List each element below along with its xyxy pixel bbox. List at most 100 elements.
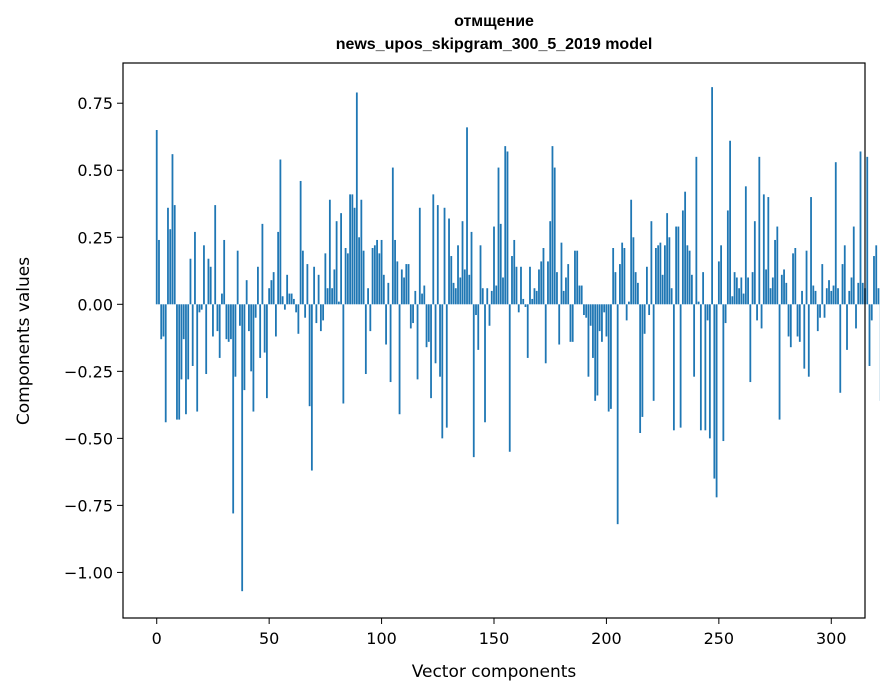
bar <box>250 304 253 372</box>
bar <box>472 304 475 458</box>
bar <box>706 304 709 321</box>
bar <box>416 304 419 380</box>
bar <box>459 277 462 305</box>
bar <box>268 288 271 305</box>
bar <box>747 277 749 305</box>
bar <box>369 304 372 332</box>
bar <box>731 296 734 305</box>
bar <box>346 253 349 305</box>
bar <box>158 239 160 305</box>
bar <box>297 304 300 334</box>
bar <box>767 197 770 305</box>
bar <box>331 288 334 305</box>
x-tick-label: 0 <box>152 629 162 648</box>
bar <box>693 304 696 377</box>
bar <box>295 304 298 313</box>
bar <box>169 229 172 305</box>
bar <box>430 304 432 399</box>
bar <box>695 156 698 305</box>
bar <box>733 272 736 305</box>
bar <box>787 304 790 337</box>
bar <box>475 304 477 316</box>
bar <box>612 248 615 305</box>
bar <box>412 304 414 324</box>
bar <box>450 256 453 305</box>
bar <box>632 237 635 305</box>
y-tick-label: 0.75 <box>77 94 113 113</box>
bar <box>628 301 630 305</box>
bar <box>535 290 538 305</box>
bar <box>529 266 531 305</box>
bar <box>234 304 237 377</box>
bar <box>227 304 230 342</box>
bar <box>547 261 549 305</box>
bar <box>286 274 289 305</box>
bar <box>194 231 196 305</box>
bar <box>225 304 228 340</box>
bar <box>630 199 633 305</box>
bar <box>353 207 356 305</box>
bar <box>578 285 581 305</box>
bar <box>160 304 163 340</box>
bar <box>594 304 597 401</box>
bar <box>855 304 857 329</box>
bar <box>722 304 725 442</box>
bar <box>497 167 500 305</box>
bar <box>771 277 774 305</box>
bar <box>182 304 185 340</box>
plot-frame <box>122 62 866 619</box>
bar <box>672 304 675 431</box>
bar <box>484 304 486 423</box>
bar <box>254 304 257 318</box>
bar <box>848 290 851 305</box>
bar <box>857 282 860 305</box>
bar <box>832 285 835 305</box>
bar <box>574 250 576 305</box>
bar <box>421 293 423 305</box>
y-tick-label: −0.75 <box>64 496 113 515</box>
bar <box>301 250 304 305</box>
bar <box>846 304 848 350</box>
bar <box>212 304 214 337</box>
bar <box>409 304 412 329</box>
bar <box>257 266 259 305</box>
bar <box>812 285 815 305</box>
bar <box>634 272 637 305</box>
bar <box>367 288 369 305</box>
bar <box>418 207 421 305</box>
bar <box>481 288 484 305</box>
bar <box>538 269 540 305</box>
bar <box>223 239 226 305</box>
bar <box>657 245 660 305</box>
bar <box>214 205 217 305</box>
bar <box>270 280 273 305</box>
bar <box>616 304 619 525</box>
bar <box>877 288 880 305</box>
bar <box>461 221 464 305</box>
bar <box>189 258 192 305</box>
bar <box>283 304 286 310</box>
bar <box>686 245 689 305</box>
bar <box>742 293 745 305</box>
bar <box>517 304 520 313</box>
bar <box>556 272 558 305</box>
bar <box>641 304 644 417</box>
bar <box>873 256 875 305</box>
bar <box>744 186 747 305</box>
bar <box>288 293 291 305</box>
bar <box>774 239 776 305</box>
y-tick-label: −0.50 <box>64 429 113 448</box>
bar <box>850 277 853 305</box>
bar <box>816 304 819 332</box>
bar <box>751 272 754 305</box>
bar <box>699 304 702 431</box>
bar <box>583 304 585 316</box>
bar <box>337 301 340 305</box>
bar <box>619 264 621 305</box>
bar <box>261 223 264 305</box>
bar <box>758 156 761 305</box>
bar <box>162 304 165 337</box>
bar <box>711 87 713 305</box>
bar <box>236 250 239 305</box>
